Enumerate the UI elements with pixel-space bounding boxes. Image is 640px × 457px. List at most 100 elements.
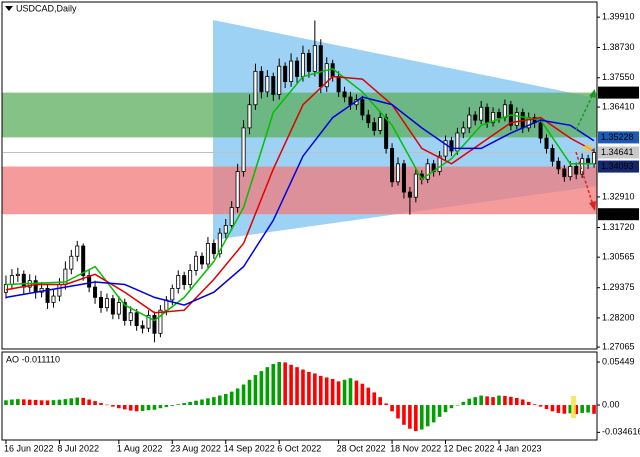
ao-bar [229,391,234,406]
candle-body [556,160,561,170]
ao-bar [223,393,228,406]
ao-bar [212,397,216,406]
candle-body [562,168,567,178]
ao-bar [289,364,293,406]
ao-highlight [571,396,576,418]
ao-bar [497,395,501,406]
ao-bar [449,405,454,409]
price-highlight [583,145,593,151]
candle-body [271,76,276,95]
x-tick-label: 6 Oct 2022 [277,443,321,453]
price-marker [598,160,639,173]
x-tick-label: 8 Jul 2022 [57,443,99,453]
ao-bar [562,405,567,414]
candle-body [449,140,454,152]
ao-bar [360,383,365,406]
ao-bar [425,405,430,427]
candle-body [407,191,412,198]
y-tick-label: 1.30565 [602,252,635,262]
candle-body [128,312,133,321]
candle-body [586,158,591,165]
ao-bar [390,405,394,412]
ao-bar [283,362,287,406]
ao-bar [117,405,121,409]
bull-arrowhead [589,89,596,98]
ao-bar [218,395,222,406]
ao-bar [330,378,335,406]
ao-bar [515,397,519,406]
candle-body [69,255,74,270]
candle-body [502,104,507,118]
candle-body [514,112,519,126]
candle-body [318,45,323,88]
ao-bar [140,405,145,411]
candle-body [544,137,549,149]
candle-body [211,243,216,255]
candle-body [110,298,115,315]
x-tick-label: 18 Nov 2022 [390,443,441,453]
ao-bar [235,388,240,406]
ao-bar [324,377,329,406]
candle-body [51,295,56,303]
ao-bar [194,400,198,406]
candle-body [473,114,478,121]
y-tick-label: 1.28200 [602,312,635,322]
ao-bar [75,397,80,406]
ao-bar [170,405,175,406]
candle-body [390,148,395,183]
ao-bar [520,399,525,406]
main-frame [1,1,598,350]
ao-bar [479,395,483,406]
candle-body [247,104,252,129]
ao-bar [509,396,513,406]
ao-bar [33,399,38,406]
candle-body [366,114,371,124]
x-tick-label: 16 Jun 2022 [4,443,54,453]
menu-icon [5,6,13,11]
ao-bar [307,371,311,406]
candle-body [21,273,26,288]
ao-bar [592,405,596,414]
ao-bar [111,405,115,407]
candle-body [99,296,104,309]
ao-bar [348,378,353,406]
candle-body [396,163,401,183]
ao-bar [99,403,103,406]
ao-bar [45,400,50,406]
ao-bar [485,396,489,406]
ao-bar [21,399,26,406]
candle-body [479,106,484,121]
candle-body [538,122,543,139]
candle-body [336,76,341,93]
y-tick-label: 1.39910 [602,12,635,22]
ao-bar [532,404,537,406]
ao-bar [164,405,169,408]
candle-body [253,70,258,106]
ao-bar [396,405,400,419]
ao-bar [538,405,543,407]
y-tick-label: 1.29375 [602,282,635,292]
candle-body [306,52,311,72]
ao-bar [10,399,14,406]
ao-bar [526,401,531,406]
ao-bar [574,405,579,415]
bull-arrow [575,93,594,131]
ao-bar [408,405,412,429]
price-marker [598,208,639,221]
bear-arrow [575,151,594,206]
candle-body [568,165,573,178]
ao-bar [27,399,32,406]
candle-body [182,275,187,285]
candle-body [170,287,175,301]
ao-bar [354,380,359,406]
x-tick-label: 12 Dec 2022 [444,443,495,453]
ao-bar [402,405,406,425]
ao-bar [176,404,181,406]
ao-bar [57,399,62,406]
price-marker-label: 1.35228 [601,132,634,142]
ao-bar [81,397,85,406]
ao-bar [437,405,442,417]
candle-body [496,112,501,118]
y-tick-label: 1.32910 [602,191,635,201]
candle-body [158,309,163,334]
